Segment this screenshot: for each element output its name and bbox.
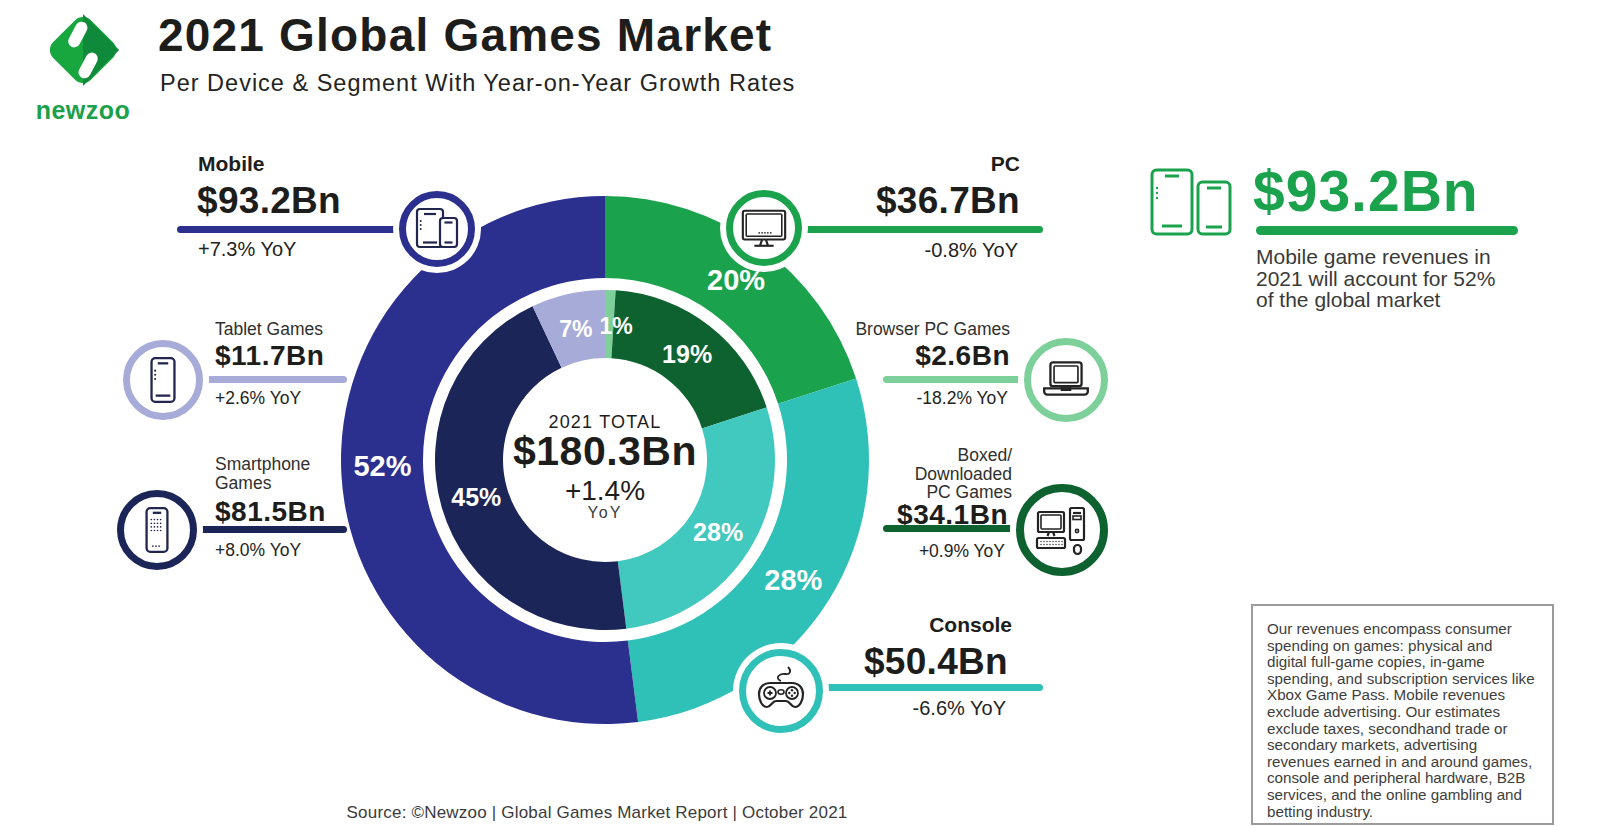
- browser-label: Browser PC Games: [760, 319, 1010, 340]
- console-growth: -6.6% YoY: [806, 697, 1006, 720]
- mobile-devices-icon: [399, 191, 475, 267]
- mobile-phones-green-icon: [1146, 166, 1242, 248]
- boxed-growth: +0.9% YoY: [755, 541, 1005, 562]
- browser-growth: -18.2% YoY: [758, 388, 1008, 409]
- mobile-growth: +7.3% YoY: [198, 238, 296, 261]
- browser-value: $2.6Bn: [810, 340, 1010, 372]
- mobile-label: Mobile: [198, 152, 265, 176]
- infographic: newzoo 2021 Global Games Market Per Devi…: [0, 0, 1600, 826]
- pc-value: $36.7Bn: [770, 180, 1020, 222]
- smartphone-growth: +8.0% YoY: [215, 540, 301, 561]
- desktop-pc-icon: [1016, 484, 1108, 576]
- tablet-icon: [123, 340, 203, 420]
- tablet-value: $11.7Bn: [215, 340, 324, 372]
- smartphone-label: Smartphone Games: [215, 455, 310, 493]
- total-value: $180.3Bn: [455, 428, 755, 475]
- smartphone-value: $81.5Bn: [215, 496, 326, 528]
- console-label: Console: [812, 613, 1012, 637]
- gamepad-icon: [739, 649, 823, 733]
- laptop-icon: [1024, 338, 1108, 422]
- tablet-label: Tablet Games: [215, 319, 323, 340]
- total-growth: +1.4%: [505, 475, 705, 507]
- donut-percent-label: 1%: [600, 313, 633, 339]
- boxed-label: Boxed/ Downloaded PC Games: [762, 446, 1012, 502]
- pc-connector-line: [764, 226, 1043, 233]
- donut-percent-label: 28%: [764, 564, 822, 596]
- donut-percent-label: 7%: [559, 316, 592, 342]
- donut-percent-label: 52%: [353, 450, 411, 482]
- pc-monitor-icon: [726, 190, 802, 266]
- donut-percent-label: 19%: [662, 340, 712, 368]
- mobile-value: $93.2Bn: [197, 180, 341, 222]
- source-line: Source: ©Newzoo | Global Games Market Re…: [297, 803, 897, 823]
- highlight-value: $93.2Bn: [1253, 158, 1479, 224]
- highlight-description: Mobile game revenues in 2021 will accoun…: [1256, 246, 1556, 311]
- donut-percent-label: 20%: [707, 264, 765, 296]
- total-growth-unit: YoY: [505, 504, 705, 522]
- pc-label: PC: [820, 152, 1020, 176]
- donut-percent-label: 45%: [451, 483, 501, 511]
- methodology-note-text: Our revenues encompass consumer spending…: [1267, 621, 1552, 820]
- pc-growth: -0.8% YoY: [818, 239, 1018, 262]
- tablet-growth: +2.6% YoY: [215, 388, 301, 409]
- smartphone-icon: [117, 490, 197, 570]
- highlight-underline: [1256, 226, 1518, 235]
